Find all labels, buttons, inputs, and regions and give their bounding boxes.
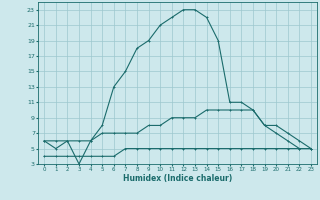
X-axis label: Humidex (Indice chaleur): Humidex (Indice chaleur) [123,174,232,183]
